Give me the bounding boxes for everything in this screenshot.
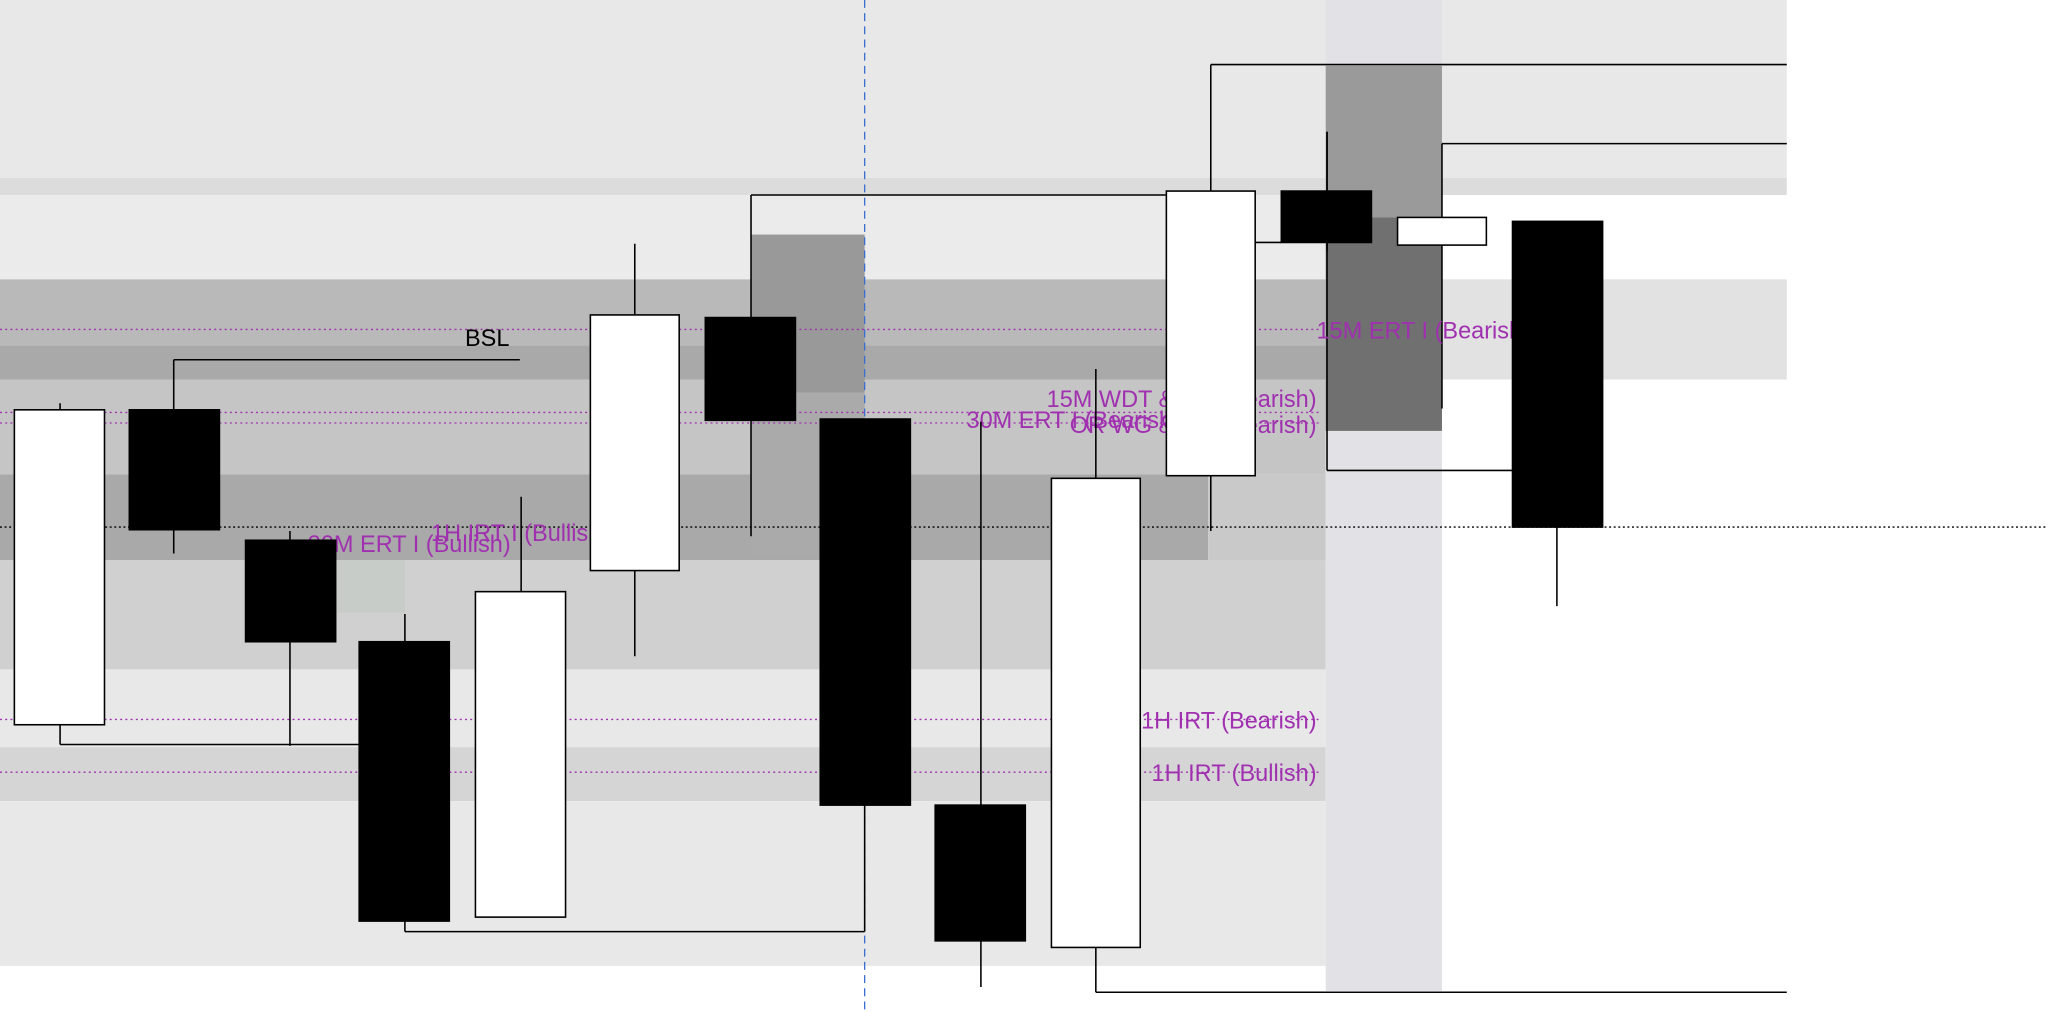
candle-body: [13, 409, 106, 726]
zone: [0, 0, 1787, 178]
zone: [336, 560, 405, 613]
zone: [1208, 474, 1326, 561]
zone: [0, 177, 1787, 196]
annotation: 1H IRT (Bearish): [1141, 708, 1316, 734]
annotation: 30M ERT I (Bearish): [967, 408, 1180, 434]
candle-body: [819, 418, 912, 806]
candle-body: [589, 314, 680, 572]
zone: [0, 195, 1326, 280]
annotation: 15M ERT I (Bearish): [1317, 318, 1530, 344]
zones: [0, 0, 1787, 991]
candle-body: [358, 640, 451, 922]
zone: [1441, 279, 1787, 380]
candle-body: [128, 409, 221, 531]
candle-body: [244, 539, 337, 643]
annotation: 30M ERT I (Bullish): [308, 532, 511, 558]
candle-body: [1511, 220, 1604, 528]
annotation: 1H IRT (Bullish): [1152, 761, 1317, 787]
annotation: BSL: [465, 326, 509, 352]
candle-body: [474, 590, 567, 918]
candles: [13, 64, 1604, 993]
candle-body: [1050, 477, 1142, 949]
structure-lines: [60, 63, 1787, 994]
annotations: BSL 15M ERT I (Bearish) 15M WDT & EQ (Be…: [308, 318, 1530, 787]
candle-body: [1165, 190, 1256, 477]
candle-body: [704, 316, 797, 422]
candle-body: [1280, 190, 1373, 244]
annotation: 1H IRT I (Bullish): [431, 521, 609, 547]
candle-body: [1396, 216, 1488, 246]
candle-body: [934, 804, 1027, 942]
zone: [1325, 217, 1442, 431]
